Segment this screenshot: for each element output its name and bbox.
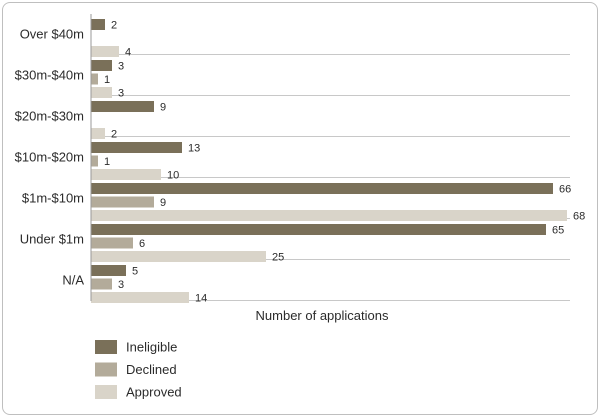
bar-declined: [91, 73, 98, 85]
bar-approved: [91, 292, 189, 303]
legend-swatch-declined: [95, 362, 117, 377]
bar-value-label: 9: [160, 102, 166, 114]
legend-label: Approved: [126, 385, 182, 400]
bar-value-label: 9: [160, 197, 166, 209]
category-label: N/A: [62, 273, 84, 288]
bar-value-label: 68: [573, 211, 585, 223]
bar-approved: [91, 169, 161, 180]
bar-value-label: 13: [188, 143, 200, 155]
legend-swatch-approved: [95, 385, 117, 399]
bar-value-label: 4: [125, 47, 131, 59]
category-label: Under $1m: [20, 232, 84, 247]
category-label: $10m-$20m: [15, 150, 84, 165]
bar-value-label: 10: [167, 170, 179, 182]
bar-ineligible: [91, 224, 546, 235]
legend-label: Ineligible: [126, 340, 177, 355]
bar-declined: [91, 155, 98, 167]
bar-value-label: 25: [272, 252, 284, 264]
bar-declined: [91, 196, 154, 208]
legend-swatch-ineligible: [95, 340, 117, 354]
category-label: $20m-$30m: [15, 109, 84, 124]
category-separators: [91, 54, 570, 301]
category-labels: Over $40m $30m-$40m $20m-$30m $10m-$20m $1m-…: [15, 27, 85, 288]
bar-value-label: 3: [118, 61, 124, 73]
bar-declined: [91, 237, 133, 249]
bars-group: [91, 19, 567, 303]
bar-value-label: 5: [132, 266, 138, 278]
bar-approved: [91, 46, 119, 57]
bar-ineligible: [91, 60, 112, 71]
bar-ineligible: [91, 183, 553, 194]
bar-value-label: 1: [104, 74, 110, 86]
x-axis-label: Number of applications: [256, 308, 389, 323]
bar-approved: [91, 87, 112, 98]
bar-value-label: 65: [552, 225, 564, 237]
category-label: $1m-$10m: [22, 191, 84, 206]
bar-ineligible: [91, 101, 154, 112]
bar-value-label: 66: [559, 184, 571, 196]
bar-value-label: 3: [118, 88, 124, 100]
bar-value-label: 2: [111, 129, 117, 141]
bar-approved: [91, 210, 567, 221]
legend: Ineligible Declined Approved: [95, 340, 182, 400]
category-label: $30m-$40m: [15, 68, 84, 83]
category-label: Over $40m: [20, 27, 84, 42]
bar-ineligible: [91, 142, 182, 153]
bar-value-label: 6: [139, 238, 145, 250]
bar-ineligible: [91, 265, 126, 276]
bar-value-label: 2: [111, 20, 117, 32]
legend-label: Declined: [126, 362, 177, 377]
bar-approved: [91, 128, 105, 139]
bar-approved: [91, 251, 266, 262]
bar-declined: [91, 278, 112, 290]
bar-value-label: 14: [195, 293, 207, 305]
bar-ineligible: [91, 19, 105, 30]
bar-value-label: 3: [118, 279, 124, 291]
bar-value-label: 1: [104, 156, 110, 168]
